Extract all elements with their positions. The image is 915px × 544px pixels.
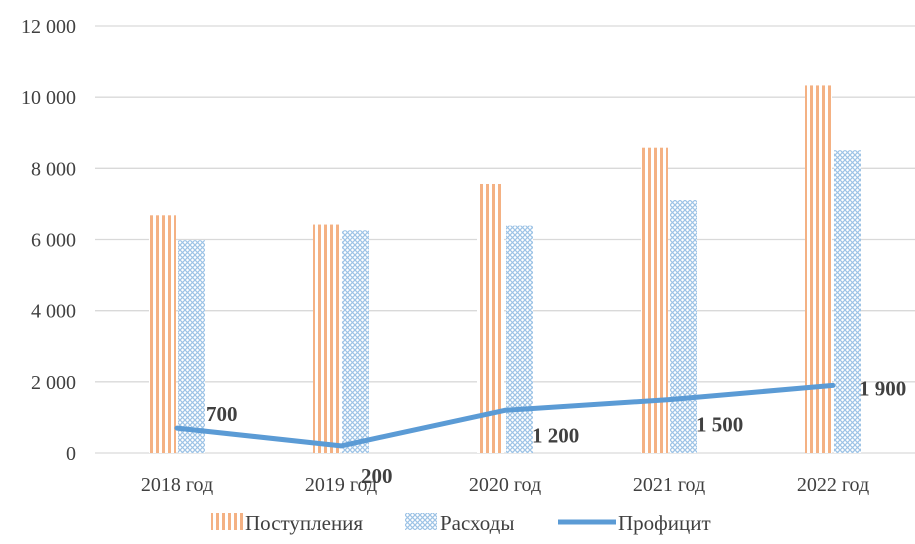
legend-label-expense: Расходы (440, 511, 514, 535)
x-axis-tick-labels: 2018 год 2019 год 2020 год 2021 год 2022 год (141, 474, 869, 496)
surplus-data-label: 1 200 (532, 423, 579, 447)
x-tick-label: 2020 год (469, 474, 541, 496)
y-tick-label: 8 000 (31, 158, 76, 180)
income-bar (641, 147, 668, 453)
gridlines (95, 25, 915, 454)
surplus-data-label: 1 900 (859, 376, 906, 400)
surplus-data-label: 700 (206, 402, 238, 426)
surplus-data-label: 200 (361, 464, 393, 488)
y-tick-label: 2 000 (31, 372, 76, 394)
surplus-data-label: 1 500 (696, 413, 743, 437)
legend-swatch-income (211, 513, 243, 530)
y-tick-label: 6 000 (31, 230, 76, 252)
expense-bar (834, 150, 861, 453)
expense-bar (670, 200, 697, 453)
y-tick-label: 12 000 (21, 16, 76, 38)
surplus-line-layer (174, 382, 836, 449)
y-tick-label: 4 000 (31, 301, 76, 323)
legend-swatch-expense (405, 513, 437, 530)
legend-label-income: Поступления (245, 511, 363, 535)
y-tick-label: 10 000 (21, 87, 76, 109)
legend-label-surplus: Профицит (618, 511, 711, 535)
income-bar (313, 224, 340, 453)
y-axis-tick-labels: 0 2 000 4 000 6 000 8 000 10 000 12 000 (21, 16, 76, 465)
bars (149, 85, 861, 454)
expense-bar (178, 240, 205, 453)
income-bar (477, 183, 504, 454)
x-tick-label: 2019 год (305, 474, 377, 496)
x-tick-label: 2018 год (141, 474, 213, 496)
x-tick-label: 2022 год (797, 474, 869, 496)
income-bar (149, 215, 176, 453)
data-labels: 700 200 1 200 1 500 1 900 (206, 376, 906, 487)
x-tick-label: 2021 год (633, 474, 705, 496)
income-bar (805, 85, 832, 453)
expense-bar (342, 230, 369, 453)
legend: Поступления Расходы Профицит (211, 511, 711, 535)
y-tick-label: 0 (66, 443, 76, 465)
surplus-line (174, 382, 836, 449)
expense-bar (506, 225, 533, 453)
